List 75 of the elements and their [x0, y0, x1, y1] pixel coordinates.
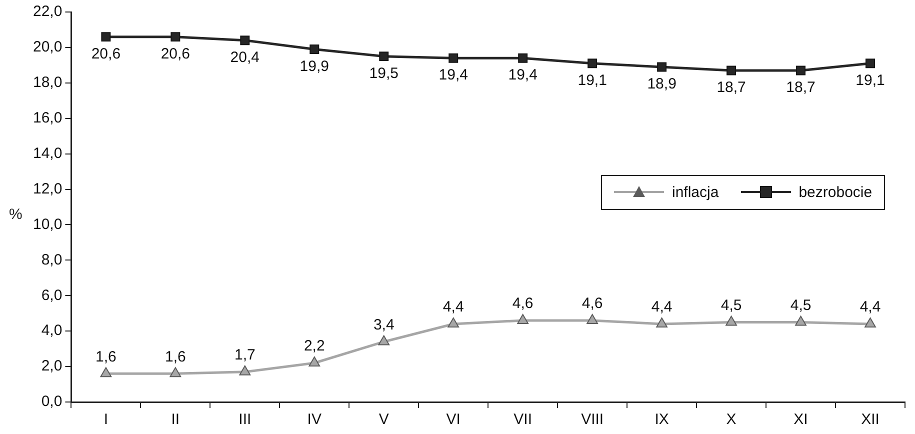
- y-tick-label: 18,0: [32, 74, 62, 92]
- data-label: 18,7: [786, 79, 816, 96]
- y-tick-label: 6,0: [41, 286, 62, 304]
- data-label: 20,4: [230, 49, 260, 66]
- point: [866, 58, 875, 68]
- x-tick-label: X: [726, 411, 736, 428]
- data-label: 18,9: [647, 76, 676, 93]
- point: [310, 44, 320, 54]
- data-label: 19,1: [856, 72, 885, 90]
- y-tick-label: 8,0: [41, 251, 62, 268]
- data-label: 4,6: [582, 295, 603, 312]
- data-label: 1,6: [164, 348, 186, 366]
- data-label: 2,2: [304, 338, 325, 355]
- point: [240, 36, 250, 46]
- point: [517, 314, 529, 324]
- data-label: 20,6: [91, 45, 121, 62]
- data-label: 20,6: [160, 45, 190, 62]
- point: [726, 66, 736, 76]
- x-tick-label: V: [378, 411, 389, 428]
- data-label: 4,4: [442, 298, 464, 316]
- point: [448, 318, 460, 328]
- data-label: 4,5: [720, 296, 742, 314]
- x-tick-label: VII: [514, 411, 532, 428]
- data-label: 19,1: [578, 72, 607, 90]
- point: [656, 318, 668, 328]
- point: [448, 53, 458, 63]
- data-label: 19,4: [508, 66, 538, 84]
- y-tick-label: 0,0: [41, 393, 62, 410]
- point: [657, 62, 667, 72]
- point: [101, 32, 111, 42]
- point: [726, 316, 737, 326]
- point: [378, 335, 390, 346]
- x-tick-label: IV: [307, 411, 322, 428]
- y-tick-label: 10,0: [32, 216, 62, 233]
- point: [239, 365, 251, 376]
- data-label: 19,5: [369, 64, 398, 82]
- point: [864, 318, 876, 328]
- point: [379, 52, 389, 62]
- x-tick-label: I: [104, 411, 108, 428]
- point: [588, 58, 598, 68]
- x-tick-label: III: [238, 411, 252, 428]
- data-label: 18,7: [716, 79, 746, 96]
- y-tick-label: 2,0: [41, 358, 62, 375]
- data-label: 4,4: [860, 298, 881, 316]
- point: [586, 314, 598, 324]
- y-tick-label: 12,0: [32, 180, 62, 198]
- legend-label: bezrobocie: [798, 184, 872, 200]
- y-axis-title: %: [9, 206, 22, 223]
- x-tick-label: IX: [654, 411, 669, 428]
- y-tick-label: 4,0: [41, 322, 62, 340]
- x-tick-label: XII: [861, 411, 880, 428]
- x-tick-label: VI: [446, 411, 460, 428]
- data-label: 1,7: [234, 346, 256, 364]
- y-tick-label: 16,0: [32, 110, 62, 127]
- point: [170, 367, 182, 378]
- legend-label: inflacja: [672, 184, 719, 200]
- x-tick-label: XI: [794, 411, 808, 428]
- y-tick-label: 20,0: [32, 38, 62, 56]
- data-label: 19,4: [438, 66, 468, 84]
- point: [308, 356, 320, 366]
- y-tick-label: 22,0: [32, 3, 62, 20]
- data-label: 4,5: [790, 296, 812, 314]
- point: [795, 316, 806, 326]
- point: [518, 53, 528, 63]
- data-label: 3,4: [373, 316, 394, 334]
- x-tick-label: VIII: [581, 411, 604, 428]
- data-label: 4,4: [651, 298, 672, 316]
- point: [170, 32, 180, 42]
- x-tick-label: II: [171, 411, 180, 428]
- data-label: 1,6: [96, 348, 116, 366]
- data-label: 4,6: [512, 295, 534, 312]
- point: [796, 66, 806, 76]
- data-label: 19,9: [300, 58, 329, 75]
- y-tick-label: 14,0: [32, 144, 62, 162]
- point: [100, 367, 112, 378]
